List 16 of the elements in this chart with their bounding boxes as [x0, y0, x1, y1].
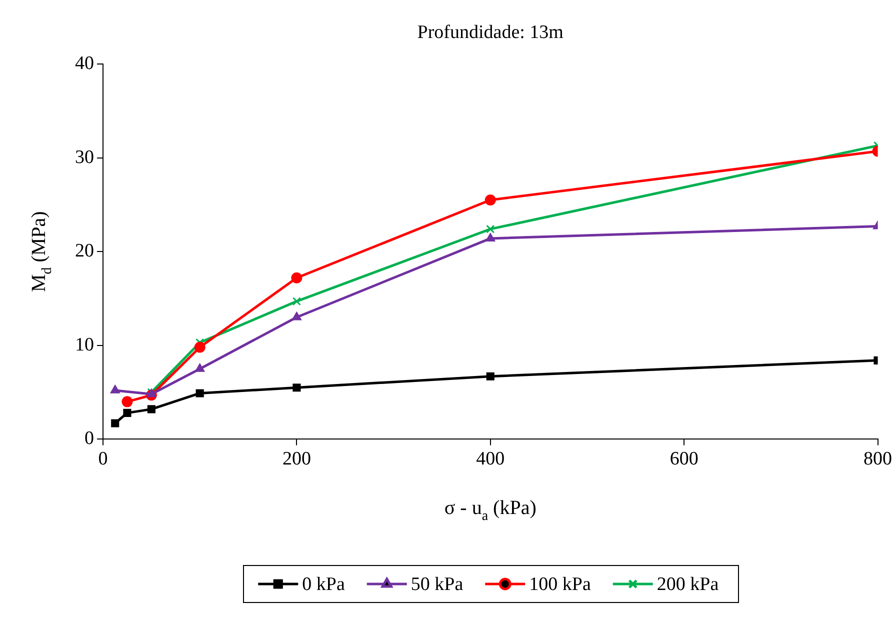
y-tick-label: 0 — [84, 428, 94, 450]
x-tick-label: 0 — [98, 448, 108, 470]
y-tick-label: 40 — [75, 52, 94, 74]
chart-title: Profundidade: 13m — [417, 22, 564, 43]
x-tick-label: 400 — [476, 448, 505, 470]
legend-label: 50 kPa — [410, 574, 464, 595]
x-tick-label: 600 — [670, 448, 698, 470]
y-axis-title: Md (MPa) — [28, 211, 55, 292]
x-tick-label: 200 — [282, 448, 311, 470]
y-tick-label: 30 — [75, 146, 94, 168]
y-tick-label: 10 — [75, 334, 94, 356]
legend-label: 0 kPa — [302, 574, 346, 595]
legend-label: 100 kPa — [529, 574, 592, 595]
x-tick-label: 800 — [864, 448, 892, 470]
legend-label: 200 kPa — [656, 574, 720, 595]
y-tick-label: 20 — [75, 240, 94, 262]
